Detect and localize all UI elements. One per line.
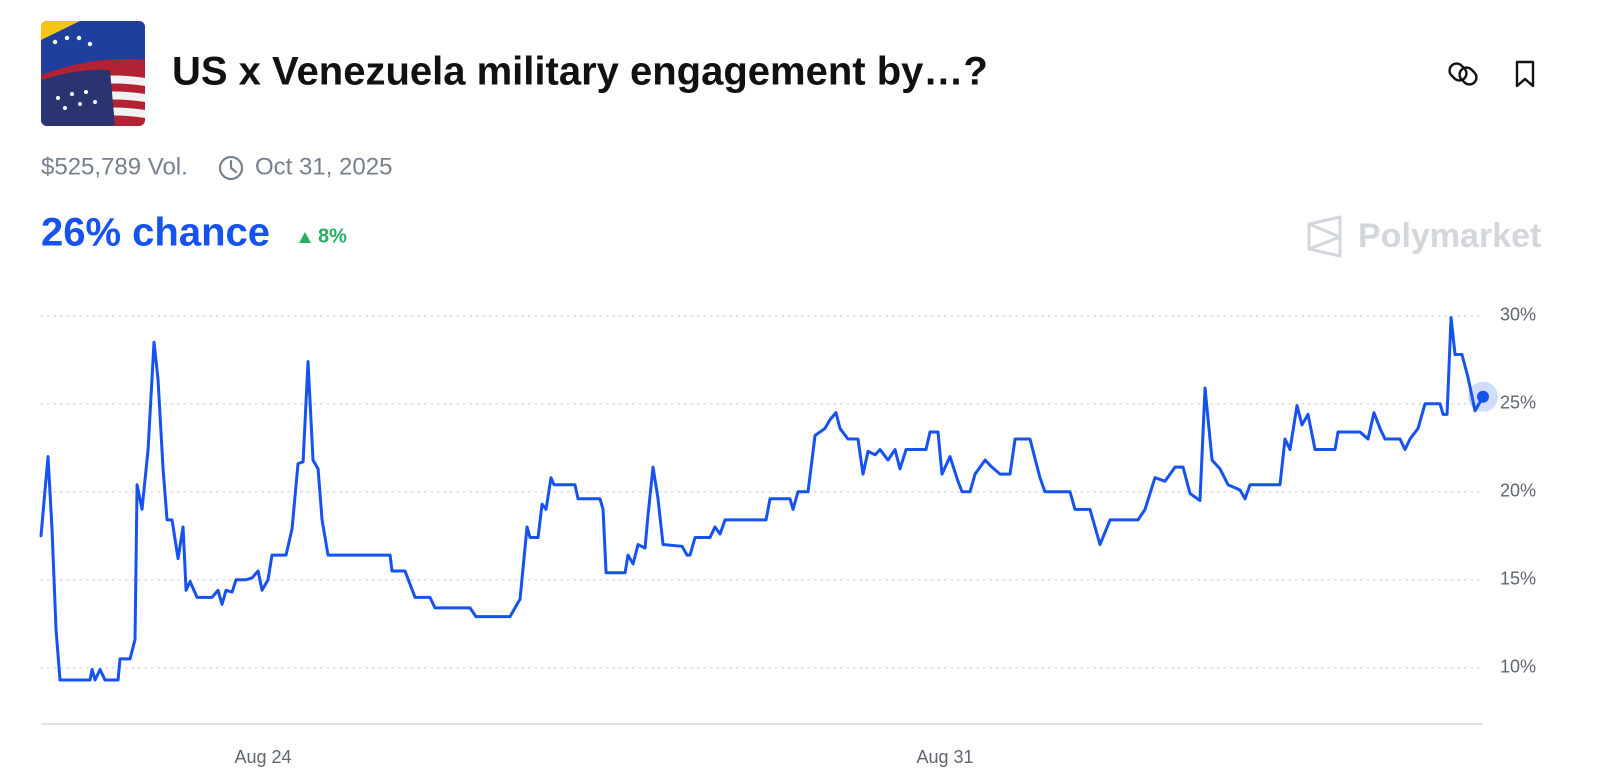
current-point xyxy=(1477,390,1489,403)
x-tick-label: Aug 24 xyxy=(235,747,292,767)
y-tick-label: 20% xyxy=(1500,481,1536,501)
brand-logo xyxy=(1307,215,1342,258)
end-date: Oct 31, 2025 xyxy=(255,153,392,180)
change: 8% xyxy=(318,225,347,247)
brand-name: Polymarket xyxy=(1358,217,1541,255)
y-tick-label: 15% xyxy=(1500,568,1536,588)
change-up-icon xyxy=(299,232,311,243)
y-tick-label: 30% xyxy=(1500,305,1536,325)
volume: $525,789 Vol. xyxy=(41,153,188,180)
clock-icon xyxy=(218,155,244,181)
copy-link-button[interactable] xyxy=(1447,61,1480,88)
market-icon xyxy=(41,21,145,126)
chance: 26% chance xyxy=(41,211,270,255)
x-tick-label: Aug 31 xyxy=(916,747,973,767)
price-line xyxy=(39,316,1485,682)
market-title: US x Venezuela military engagement by…? xyxy=(172,50,988,94)
bookmark-button[interactable] xyxy=(1515,60,1535,88)
y-tick-label: 10% xyxy=(1500,656,1536,676)
y-tick-label: 25% xyxy=(1500,393,1536,413)
